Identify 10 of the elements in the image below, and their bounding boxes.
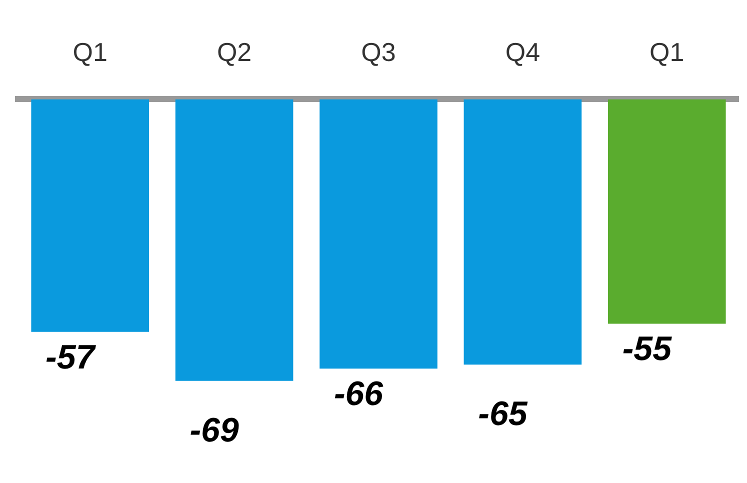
data-label: -55 xyxy=(622,330,673,368)
x-tick-label: Q3 xyxy=(361,36,396,67)
x-tick-label: Q1 xyxy=(650,36,684,67)
x-tick-label: Q4 xyxy=(505,36,540,67)
x-tick-label: Q2 xyxy=(216,36,252,67)
data-label: -65 xyxy=(478,394,528,433)
data-label: -69 xyxy=(190,411,239,450)
x-tick-label: Q1 xyxy=(72,36,108,67)
data-label: -57 xyxy=(46,338,97,376)
data-label: -66 xyxy=(334,375,384,414)
